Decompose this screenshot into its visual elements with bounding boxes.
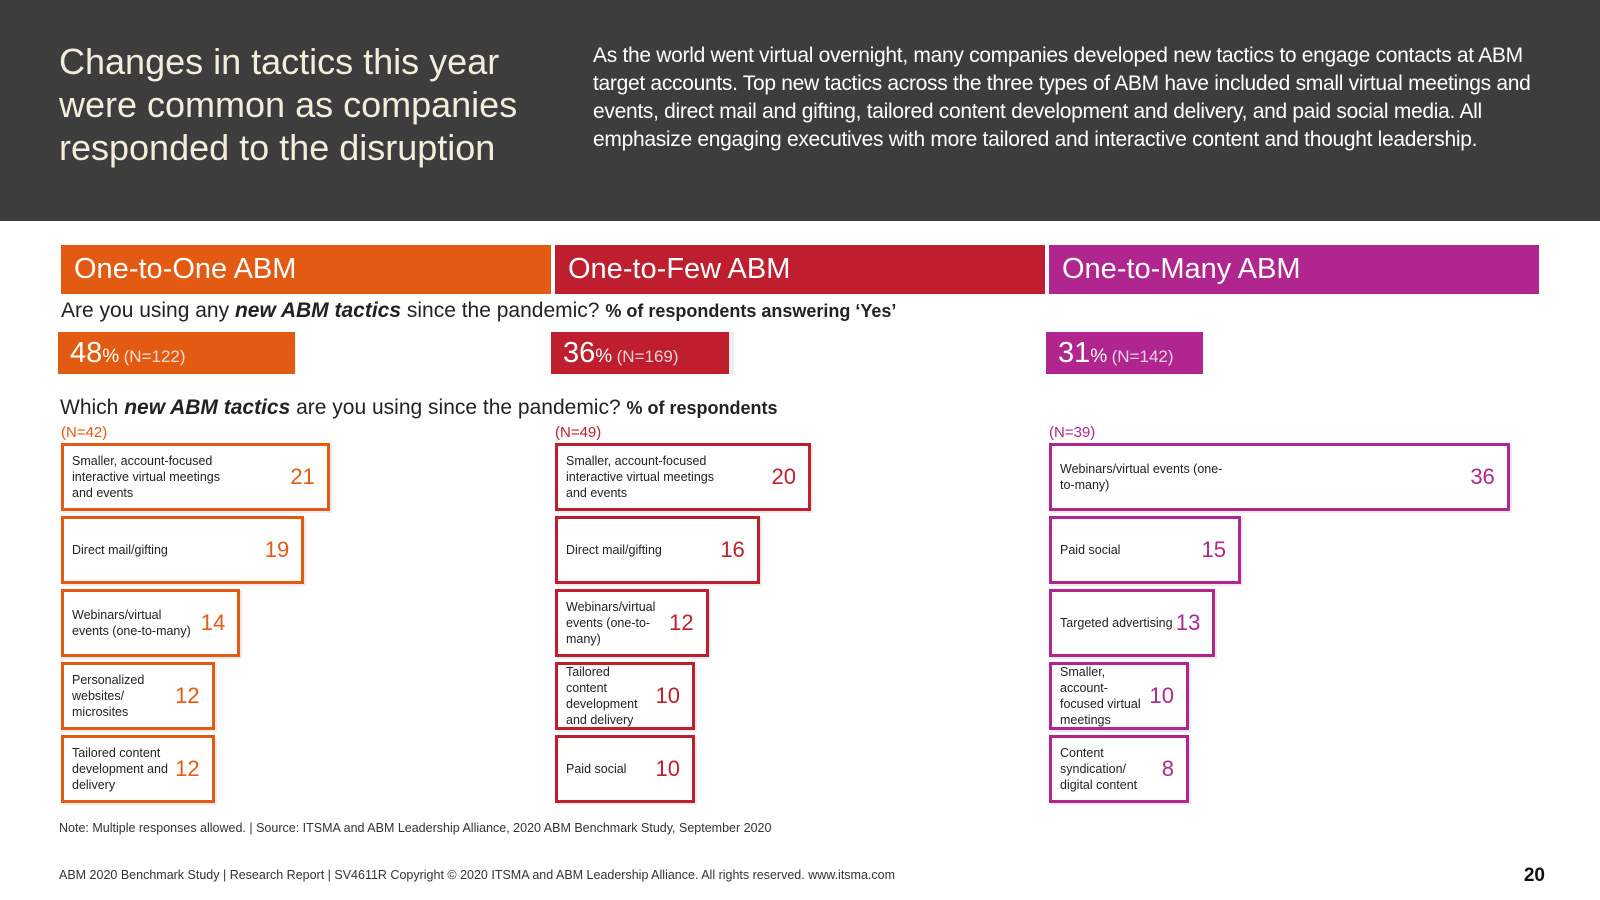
bar-value: 15 (1201, 537, 1226, 562)
bar-value: 36 (1470, 464, 1495, 489)
pct-unit: % (1090, 346, 1108, 367)
bar: Paid social 10 (555, 735, 695, 803)
page-number: 20 (1523, 865, 1545, 886)
bar-value: 10 (655, 756, 680, 781)
bar: Smaller, account-focused interactive vir… (555, 443, 811, 511)
bar-value: 8 (1161, 756, 1174, 781)
bar: Tailored content development and deliver… (61, 735, 215, 803)
bar-value: 19 (264, 537, 290, 562)
bar-label: Smaller, account-focused virtual meeting… (1060, 665, 1141, 727)
header-band: Changes in tactics this year were common… (0, 0, 1600, 221)
segment-header-one-to-few: One-to-Few ABM (555, 245, 1045, 294)
bar-label: Webinars/virtual events (one-to-many) (1060, 462, 1223, 492)
bar-value: 12 (175, 756, 200, 781)
bar-label: Tailored content development and deliver… (566, 665, 638, 727)
bar-value: 14 (200, 610, 226, 635)
question-2-emphasis: new ABM tactics (124, 396, 291, 419)
bar: Targeted advertising 13 (1049, 589, 1216, 657)
question-2: Which new ABM tactics are you using sinc… (60, 396, 778, 420)
pct-box-one-to-one: 48% (N=122) (58, 332, 295, 374)
question-2-subtitle: % of respondents (626, 398, 778, 418)
bar-value: 10 (655, 683, 680, 708)
bar: Direct mail/gifting 19 (61, 516, 305, 584)
bar-label: Paid social (566, 762, 627, 776)
question-1-emphasis: new ABM tactics (234, 299, 402, 322)
question-1-post: since the pandemic? (401, 299, 606, 322)
bar: Direct mail/gifting 16 (555, 516, 760, 584)
bar-value: 12 (669, 610, 694, 635)
pct-sample-size: (N=122) (123, 347, 186, 366)
pct-box-one-to-few: 36% (N=169) (551, 332, 729, 374)
bar-value: 21 (290, 464, 315, 489)
segment-header-one-to-one: One-to-One ABM (61, 245, 551, 294)
bar: Content syndication/ digital content 8 (1049, 735, 1189, 803)
pct-value: 48 (70, 337, 103, 369)
bar-label: Smaller, account-focused interactive vir… (566, 454, 714, 500)
bar: Smaller, account-focused virtual meeting… (1049, 662, 1189, 730)
segment-header-one-to-many: One-to-Many ABM (1049, 245, 1539, 294)
pct-unit: % (102, 346, 120, 367)
bar-label: Paid social (1060, 543, 1121, 557)
bar-value: 16 (720, 537, 745, 562)
pct-box-one-to-many: 31% (N=142) (1046, 332, 1203, 374)
bar: Smaller, account-focused interactive vir… (61, 443, 330, 511)
bar-value: 20 (771, 464, 796, 489)
bar: Webinars/virtual events (one-to-many) 12 (555, 589, 709, 657)
sample-size-one-to-one: (N=42) (61, 424, 108, 441)
pct-value: 31 (1058, 337, 1091, 369)
sample-size-one-to-many: (N=39) (1049, 424, 1096, 441)
bar-label: Webinars/virtual events (one-to-many) (72, 608, 191, 638)
pct-sample-size: (N=169) (616, 347, 679, 366)
bar-label: Personalized websites/ microsites (72, 673, 145, 719)
bar-label: Direct mail/gifting (72, 543, 168, 557)
bar: Paid social 15 (1049, 516, 1241, 584)
bar: Webinars/virtual events (one-to-many) 36 (1049, 443, 1510, 511)
bar-label: Content syndication/ digital content (1060, 746, 1138, 792)
bar-value: 13 (1175, 610, 1201, 635)
bar-label: Direct mail/gifting (566, 543, 662, 557)
page-title: Changes in tactics this year were common… (59, 41, 518, 168)
bar-label: Smaller, account-focused interactive vir… (72, 454, 220, 500)
pct-unit: % (595, 346, 613, 367)
bar-value: 10 (1149, 683, 1174, 708)
question-1: Are you using any new ABM tactics since … (61, 299, 896, 323)
pct-sample-size: (N=142) (1111, 347, 1174, 366)
question-1-subtitle: % of respondents answering ‘Yes’ (605, 301, 897, 321)
question-1-pre: Are you using any (61, 299, 235, 322)
question-2-pre: Which (60, 396, 125, 419)
pct-value: 36 (563, 337, 596, 369)
sample-size-one-to-few: (N=49) (555, 424, 602, 441)
bar-label: Targeted advertising (1060, 616, 1173, 630)
bar-value: 12 (175, 683, 200, 708)
bar-label: Webinars/virtual events (one-to-many) (566, 600, 656, 646)
intro-text: As the world went virtual overnight, man… (593, 44, 1531, 151)
bar: Webinars/virtual events (one-to-many) 14 (61, 589, 241, 657)
question-2-post: are you using since the pandemic? (290, 396, 627, 419)
footer-copyright: ABM 2020 Benchmark Study | Research Repo… (59, 868, 896, 882)
bar: Personalized websites/ microsites 12 (61, 662, 215, 730)
source-note: Note: Multiple responses allowed. | Sour… (59, 821, 772, 835)
bar-label: Tailored content development and deliver… (72, 746, 168, 792)
bar: Tailored content development and deliver… (555, 662, 695, 730)
